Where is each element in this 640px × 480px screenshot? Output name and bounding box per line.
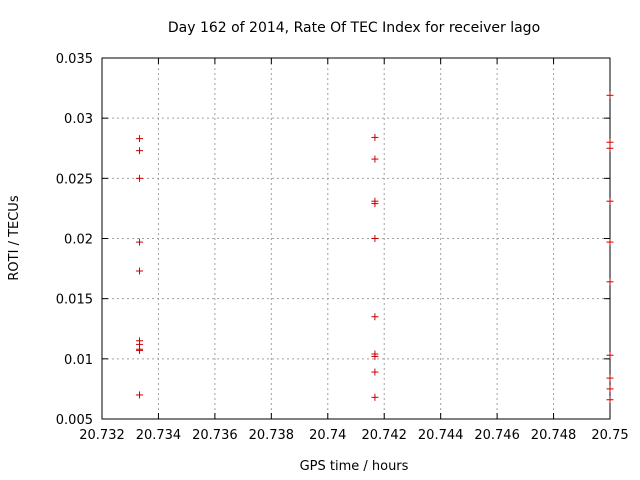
- chart-title: Day 162 of 2014, Rate Of TEC Index for r…: [168, 20, 540, 36]
- data-point: [606, 278, 614, 286]
- grid: [102, 58, 610, 419]
- data-point: [136, 267, 144, 275]
- x-tick-label: 20.734: [136, 428, 182, 443]
- data-points: [136, 91, 614, 404]
- x-tick-label: 20.74: [309, 428, 346, 443]
- data-point: [371, 200, 379, 208]
- x-tick-label: 20.732: [79, 428, 125, 443]
- y-tick-label: 0.03: [64, 112, 93, 127]
- data-point: [606, 374, 614, 382]
- data-point: [136, 238, 144, 246]
- y-tick-label: 0.035: [56, 52, 93, 67]
- data-point: [136, 147, 144, 155]
- y-tick-label: 0.005: [56, 413, 93, 428]
- y-axis-label: ROTI / TECUs: [7, 195, 22, 280]
- y-tick-labels: 0.005 0.01 0.015 0.02 0.025 0.03 0.035: [56, 52, 93, 428]
- data-point: [606, 91, 614, 99]
- data-point: [136, 135, 144, 143]
- data-point: [606, 138, 614, 146]
- data-point: [136, 174, 144, 182]
- data-point: [606, 385, 614, 393]
- axis-ticks: [101, 57, 611, 420]
- data-point: [136, 391, 144, 399]
- data-point: [371, 235, 379, 242]
- data-point: [371, 368, 379, 376]
- data-point: [606, 197, 614, 205]
- x-tick-label: 20.746: [474, 428, 520, 443]
- x-tick-label: 20.748: [531, 428, 577, 443]
- x-tick-label: 20.736: [192, 428, 238, 443]
- x-tick-label: 20.742: [361, 428, 407, 443]
- y-tick-label: 0.015: [56, 293, 93, 308]
- data-point: [606, 144, 614, 152]
- data-point: [371, 352, 379, 360]
- x-tick-label: 20.738: [249, 428, 295, 443]
- data-point: [371, 313, 379, 321]
- x-tick-label: 20.744: [418, 428, 464, 443]
- data-point: [371, 133, 379, 141]
- data-point: [606, 351, 614, 359]
- x-axis-label: GPS time / hours: [300, 459, 409, 474]
- y-tick-label: 0.025: [56, 172, 93, 187]
- y-tick-label: 0.02: [64, 233, 93, 248]
- data-point: [371, 393, 379, 401]
- x-tick-label: 20.75: [591, 428, 628, 443]
- data-point: [371, 155, 379, 163]
- data-point: [136, 346, 144, 354]
- data-point: [606, 238, 614, 246]
- data-point: [606, 396, 614, 404]
- x-tick-labels: 20.732 20.734 20.736 20.738 20.74 20.742 20.74…: [79, 428, 628, 443]
- y-tick-label: 0.01: [64, 353, 93, 368]
